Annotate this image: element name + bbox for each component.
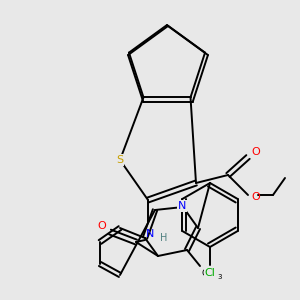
Text: H: H [160,233,168,243]
Text: O: O [252,192,260,202]
Text: O: O [252,147,260,157]
Text: S: S [116,155,124,165]
Text: N: N [146,229,154,239]
Text: Cl: Cl [205,268,215,278]
Text: N: N [178,201,186,211]
Text: 3: 3 [218,274,222,280]
Text: O: O [98,221,106,231]
Text: CH: CH [202,268,214,278]
